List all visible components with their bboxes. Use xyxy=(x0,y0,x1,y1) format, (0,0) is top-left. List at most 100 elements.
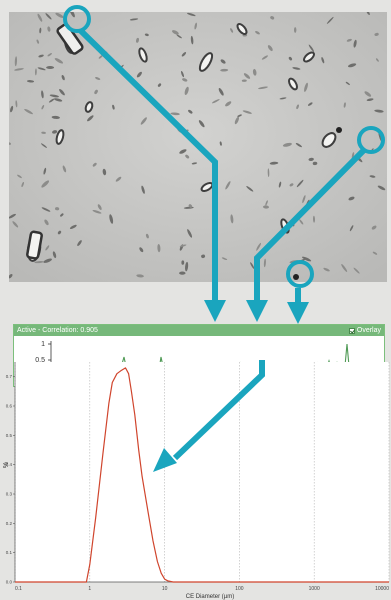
particle-small xyxy=(279,97,287,100)
particle-small xyxy=(47,53,52,57)
particle-small xyxy=(69,224,77,230)
particle-small xyxy=(250,262,255,270)
particle-small xyxy=(346,38,352,42)
particle-small xyxy=(218,88,224,96)
particle-field xyxy=(9,12,387,282)
y-tick-label: 0.4 xyxy=(6,462,13,467)
particle-small xyxy=(326,16,334,24)
particle-small xyxy=(43,258,52,263)
particle-small xyxy=(54,58,64,64)
size-distribution-chart: % CE Diameter (µm) 0.1 1 10 100 1000 10000 0.0… xyxy=(3,362,390,600)
y-tick-label: 0.3 xyxy=(6,492,13,497)
particle-small xyxy=(288,56,293,61)
particle-small xyxy=(343,102,346,108)
x-tick-label: 10000 xyxy=(375,586,389,592)
particle-small xyxy=(377,185,386,191)
x-tick-label: 1 xyxy=(88,586,91,592)
particle-small xyxy=(38,54,44,58)
y-tick-label: 0.7 xyxy=(6,374,13,379)
particle-small xyxy=(24,108,34,115)
particle-small xyxy=(45,245,50,251)
x-tick-label: 10 xyxy=(162,586,168,592)
particle-small xyxy=(243,73,251,79)
particle-small xyxy=(270,16,275,20)
particle-small xyxy=(304,82,308,92)
particle-small xyxy=(237,114,242,117)
particle-small xyxy=(374,32,379,36)
particle-small xyxy=(36,39,40,44)
particle-small xyxy=(41,143,47,148)
particle-small xyxy=(12,221,19,228)
particle-small xyxy=(37,13,43,22)
particle-small xyxy=(221,257,228,260)
particle-small xyxy=(21,181,24,188)
particle-small xyxy=(41,105,45,110)
particle-large xyxy=(236,23,248,35)
particle-small xyxy=(55,207,60,211)
x-axis-label: CE Diameter (µm) xyxy=(186,594,234,600)
particle-small xyxy=(308,44,315,52)
particle-small xyxy=(41,131,46,134)
particle-small xyxy=(374,109,384,113)
particle-small xyxy=(321,57,325,64)
particle-small xyxy=(51,115,60,119)
particle-small xyxy=(292,67,301,70)
particle-small xyxy=(9,213,16,219)
particle-small xyxy=(43,167,47,175)
particle-small xyxy=(9,142,12,145)
particle-large xyxy=(288,77,298,91)
particle-small xyxy=(219,141,222,146)
microscope-image xyxy=(9,12,387,282)
particle-small xyxy=(9,274,13,279)
particle-large xyxy=(55,129,65,145)
particle-small xyxy=(220,59,226,64)
particle-small xyxy=(14,56,18,67)
y-tick-label: 0.1 xyxy=(6,550,13,555)
particle-small xyxy=(307,102,313,106)
particle-small xyxy=(371,225,377,230)
arrow-head xyxy=(204,300,226,322)
particle-small xyxy=(345,81,350,86)
particle-small xyxy=(129,18,139,21)
y-tick-label: 0.2 xyxy=(6,521,13,526)
particle-small xyxy=(41,90,44,99)
particle-small xyxy=(14,68,24,71)
correlation-label: Active - Correlation: 0.905 xyxy=(17,327,98,334)
particle-small xyxy=(45,13,52,20)
overlay-checkbox[interactable] xyxy=(348,327,355,334)
particle-small xyxy=(52,130,58,134)
particle-small xyxy=(59,88,65,96)
particle-small xyxy=(225,181,231,190)
particle-small xyxy=(57,230,62,235)
y-tick-label: 0.5 xyxy=(6,433,13,438)
particle-small xyxy=(255,30,260,35)
particle-small xyxy=(372,251,378,255)
x-tick-label: 1000 xyxy=(309,586,320,592)
correlation-header: Active - Correlation: 0.905 xyxy=(14,325,384,336)
particle-small xyxy=(230,28,234,33)
particle-small xyxy=(52,251,57,259)
particle-small xyxy=(47,26,51,32)
plot-area xyxy=(15,362,389,582)
particle-small xyxy=(369,175,376,178)
particle-small xyxy=(258,86,268,90)
particle-small xyxy=(46,66,55,69)
overlay-toggle[interactable]: Overlay xyxy=(348,325,381,336)
particle-dark xyxy=(293,274,299,280)
particle-small xyxy=(230,214,234,224)
particle-rod xyxy=(26,230,43,260)
particle-small xyxy=(225,101,232,107)
particle-small xyxy=(375,58,379,62)
particle-small xyxy=(295,143,302,148)
particle-small xyxy=(60,213,64,217)
particle-large xyxy=(303,51,315,63)
particle-small xyxy=(61,74,65,81)
particle-small xyxy=(261,55,268,60)
particle-small xyxy=(62,165,67,173)
particle-small xyxy=(44,219,49,226)
signal-y-tick: 0.5 xyxy=(35,357,45,364)
particle-small xyxy=(267,45,273,52)
particle-small xyxy=(41,180,50,188)
particle-small xyxy=(53,98,63,102)
particle-small xyxy=(186,12,196,17)
